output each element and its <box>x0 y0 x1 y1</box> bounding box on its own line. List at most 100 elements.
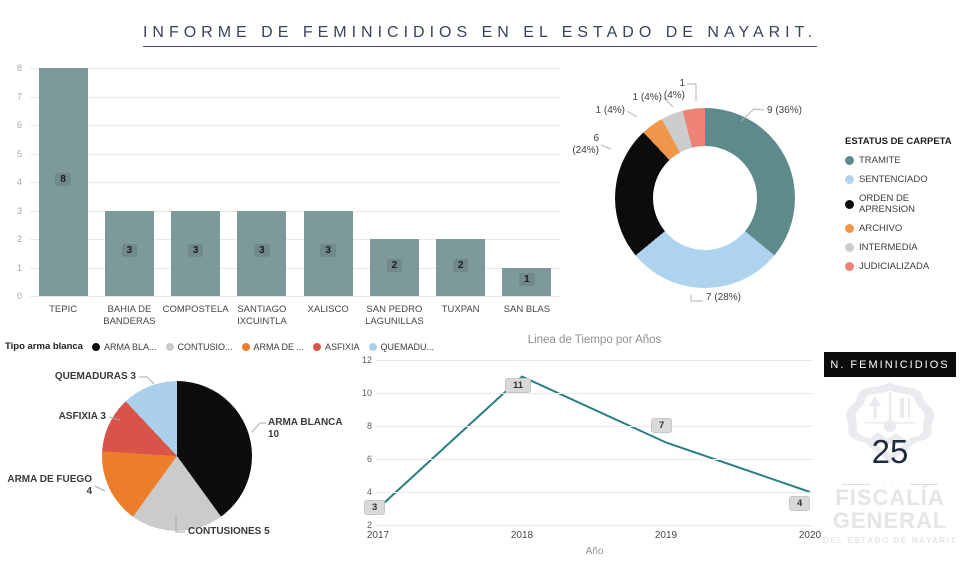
legend-dot-icon <box>845 156 854 165</box>
legend-dot-icon <box>845 175 854 184</box>
watermark-name-line2: GENERAL <box>832 508 948 533</box>
line-ytick-label: 4 <box>366 487 372 497</box>
legend-item-sentenciado[interactable]: SENTENCIADO <box>845 174 959 185</box>
bar-ytick-label: 0 <box>16 291 22 301</box>
bar-ytick-label: 4 <box>16 177 22 187</box>
donut-ring[interactable] <box>615 108 795 288</box>
fiscalia-crest-icon <box>845 382 935 464</box>
legend-dot-icon <box>845 262 854 271</box>
legend-dot-icon <box>241 342 250 351</box>
report-title: INFORME DE FEMINICIDIOS EN EL ESTADO DE … <box>142 24 818 47</box>
watermark-divider: ···· <box>820 480 960 489</box>
pie-chart-tipo-arma: ARMA BLANCA 10 CONTUSIONES 5 ARMA DE FUEGO 4… <box>0 362 350 562</box>
line-ytick-label: 12 <box>361 355 372 365</box>
legend-item-asfixia[interactable]: ASFIXIA <box>313 342 360 352</box>
bar-value-text: 2 <box>386 258 403 272</box>
legend-label: INTERMEDIA <box>859 242 918 253</box>
bar-gridline <box>30 210 560 212</box>
line-gridline <box>376 492 813 493</box>
bar-gridline <box>30 267 560 269</box>
bar-value-label: 8 <box>39 173 88 186</box>
bar-gridline <box>30 125 560 126</box>
legend-label: ASFIXIA <box>325 341 360 352</box>
bar-ytick-label: 2 <box>16 234 22 244</box>
line-gridline <box>376 360 813 361</box>
bar-chart-municipios: 0 1 2 3 4 5 6 7 8 8 TEPIC 3 BAHIA DE BANDERAS 3 COMPOS… <box>0 58 575 358</box>
line-xtick-label: 2020 <box>798 530 822 541</box>
bar-tuxpan[interactable] <box>436 239 486 296</box>
line-xtick-label: 2018 <box>510 530 534 541</box>
line-gridline <box>376 393 813 394</box>
bar-category-label: TEPIC <box>49 304 78 315</box>
bar-gridline <box>30 296 560 297</box>
bar-value-text: 3 <box>320 244 336 258</box>
legend-item-intermedia[interactable]: INTERMEDIA <box>845 242 959 253</box>
bar-value-text: 3 <box>121 244 138 258</box>
bar-category-label: COMPOSTELA <box>162 304 229 315</box>
bar-san-pedro-lagunillas[interactable] <box>369 239 419 296</box>
watermark-subtitle: DEL ESTADO DE NAYARIT <box>822 536 958 545</box>
pie-callout-asfixia: ASFIXIA 3 <box>58 411 106 422</box>
bar-value-label: 2 <box>370 258 419 272</box>
legend-label: TRAMITE <box>859 155 901 166</box>
bar-gridline <box>30 239 560 240</box>
legend-dot-icon <box>845 243 854 252</box>
bar-value-text: 2 <box>452 258 469 272</box>
bar-ytick-label: 7 <box>16 91 22 102</box>
legend-label: ARCHIVO <box>859 223 903 234</box>
legend-item-arma-blanca[interactable]: ARMA BLA... <box>91 341 157 352</box>
bar-value-label: 3 <box>237 244 286 258</box>
legend-item-archivo[interactable]: ARCHIVO <box>845 223 959 234</box>
pie-legend: Tipo arma blanca ARMA BLA... CONTUSIO... A… <box>5 341 434 352</box>
line-xtick-label: 2019 <box>654 530 678 541</box>
line-chart-title: Linea de Tiempo por Años <box>527 334 662 346</box>
kpi-label: N. FEMINICIDIOS <box>830 358 950 371</box>
line-ytick-label: 6 <box>366 454 372 464</box>
pie-disc[interactable] <box>102 381 252 531</box>
legend-item-quemaduras[interactable]: QUEMADU... <box>368 341 435 352</box>
legend-dot-icon <box>845 199 854 209</box>
legend-item-tramite[interactable]: TRAMITE <box>845 155 959 166</box>
line-gridline <box>376 459 813 460</box>
donut-callout-judicializada: 1 (4%) <box>663 78 685 101</box>
bar-compostela[interactable] <box>171 210 221 296</box>
bar-santiago-ixcuintla[interactable] <box>237 210 287 296</box>
pie-callout-contusiones: CONTUSIONES 5 <box>188 526 270 537</box>
donut-callout-orden-de-aprension: 6 (24%) <box>572 133 599 156</box>
bar-category-label: XALISCO <box>307 304 349 315</box>
legend-item-arma-de-fuego[interactable]: ARMA DE ... <box>241 342 304 352</box>
line-data-label: 7 <box>651 418 673 433</box>
bar-gridline <box>30 153 560 155</box>
bar-ytick-label: 5 <box>16 148 22 159</box>
bar-ytick-label: 1 <box>16 262 22 273</box>
donut-callout-archivo: 1 (4%) <box>595 105 625 116</box>
bar-bahia-de-banderas[interactable] <box>104 210 154 296</box>
pie-callout-arma-de-fuego: ARMA DE FUEGO 4 <box>7 474 92 497</box>
legend-dot-icon <box>368 342 377 351</box>
bar-category-label: BAHIA DE BANDERAS <box>103 304 156 328</box>
legend-item-judicializada[interactable]: JUDICIALIZADA <box>845 261 959 272</box>
legend-label: CONTUSIO... <box>177 341 233 352</box>
bar-xalisco[interactable] <box>303 210 353 296</box>
bar-value-label: 2 <box>436 258 485 272</box>
kpi-card-header: N. FEMINICIDIOS <box>824 352 956 377</box>
bar-tepic[interactable] <box>38 68 88 296</box>
donut-callout-intermedia: 1 (4%) <box>632 92 662 103</box>
bar-category-label: SAN PEDRO LAGUNILLAS <box>365 304 424 328</box>
line-ytick-label: 2 <box>366 520 372 530</box>
bar-ytick-label: 6 <box>16 120 22 130</box>
donut-legend-title: ESTATUS DE CARPETA <box>845 136 952 147</box>
legend-item-orden-de-aprension[interactable]: ORDEN DE APRENSION <box>845 193 959 215</box>
bar-value-label: 3 <box>171 244 220 258</box>
bar-value-text: 3 <box>254 244 270 258</box>
line-xtick-label: 2017 <box>366 530 390 541</box>
legend-label: QUEMADU... <box>380 341 435 352</box>
bar-value-label: 1 <box>502 272 551 286</box>
bar-value-text: 3 <box>187 244 204 258</box>
report-title-wrap: INFORME DE FEMINICIDIOS EN EL ESTADO DE … <box>0 24 960 47</box>
legend-dot-icon <box>91 342 100 351</box>
legend-label: ARMA BLA... <box>103 341 157 352</box>
bar-san-blas[interactable] <box>502 267 552 296</box>
pie-legend-title: Tipo arma blanca <box>5 341 83 352</box>
legend-item-contusiones[interactable]: CONTUSIO... <box>165 341 233 352</box>
